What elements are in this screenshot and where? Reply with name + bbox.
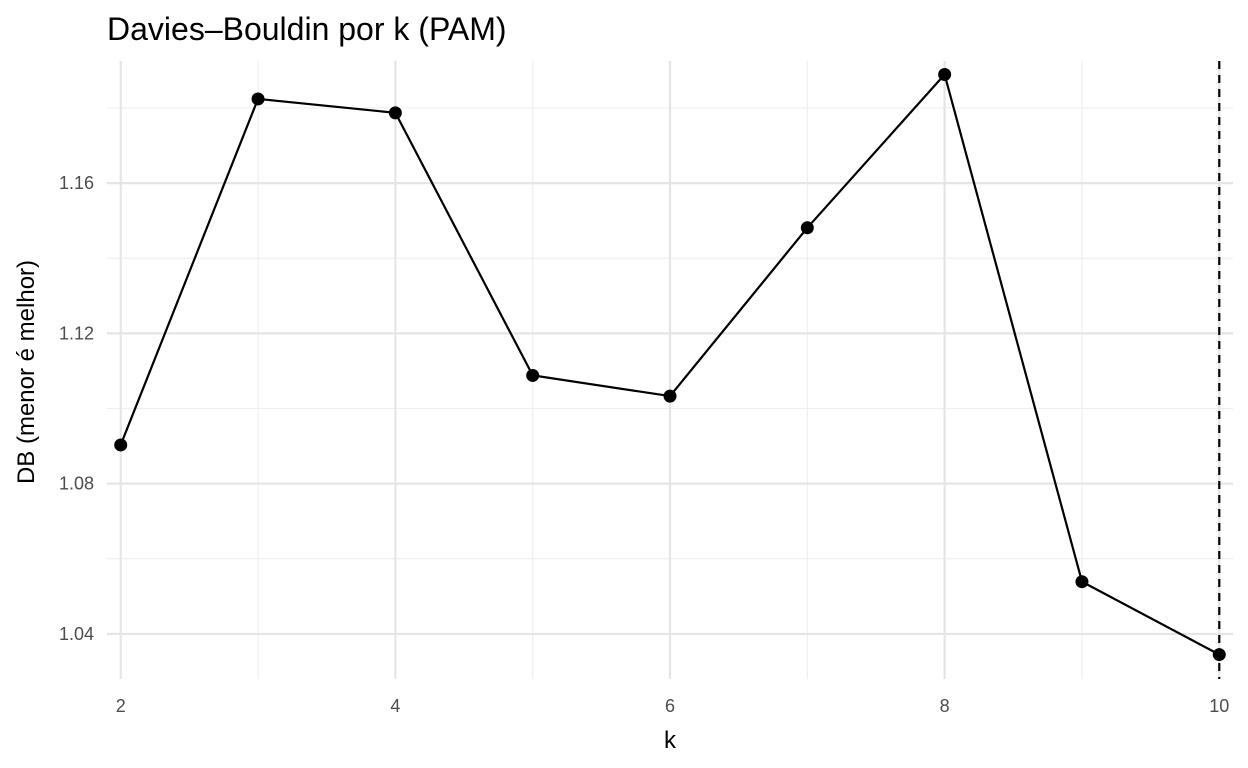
- data-point: [1212, 648, 1226, 662]
- grid: [107, 61, 1233, 679]
- x-tick-label: 4: [390, 696, 400, 716]
- x-tick-label: 2: [116, 696, 126, 716]
- data-point: [1075, 575, 1089, 589]
- data-point: [938, 68, 952, 82]
- plot-area: [107, 61, 1233, 679]
- data-point: [526, 368, 540, 382]
- data-point: [663, 389, 677, 403]
- y-tick-label: 1.12: [59, 323, 94, 343]
- x-tick-label: 10: [1209, 696, 1229, 716]
- data-point: [114, 438, 128, 452]
- data-point: [800, 221, 814, 235]
- y-axis-ticks: 1.04 1.08 1.12 1.16: [59, 173, 94, 644]
- y-tick-label: 1.08: [59, 474, 94, 494]
- data-point: [251, 92, 265, 106]
- chart-title: Davies–Bouldin por k (PAM): [107, 11, 507, 47]
- y-tick-label: 1.16: [59, 173, 94, 193]
- y-tick-label: 1.04: [59, 624, 94, 644]
- x-axis-title: k: [664, 727, 677, 754]
- data-point: [388, 106, 402, 120]
- x-tick-label: 6: [665, 696, 675, 716]
- points-layer: [114, 68, 1226, 662]
- x-tick-label: 8: [940, 696, 950, 716]
- x-axis-ticks: 2 4 6 8 10: [116, 696, 1230, 716]
- y-axis-title: DB (menor é melhor): [13, 260, 40, 484]
